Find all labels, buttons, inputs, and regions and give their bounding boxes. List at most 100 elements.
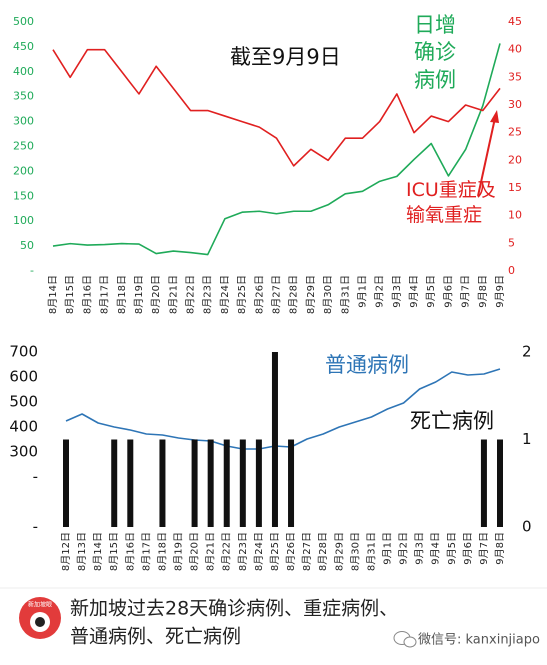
x-tick-label: 9月2日 bbox=[374, 275, 386, 308]
x-tick-label: 8月29日 bbox=[305, 275, 317, 314]
line bbox=[65, 368, 501, 450]
y-tick-label: 500 bbox=[13, 15, 34, 28]
y-tick-label: 150 bbox=[13, 189, 34, 202]
y2-tick-label: 0 bbox=[508, 264, 515, 277]
y-tick-label: 50 bbox=[20, 239, 34, 252]
x-tick-label: 8月15日 bbox=[64, 275, 76, 314]
y-tick-label: 300 bbox=[13, 115, 34, 128]
bar bbox=[480, 439, 487, 527]
legend-label: 死亡病例 bbox=[410, 409, 494, 433]
x-tick-label: 8月19日 bbox=[173, 532, 185, 571]
x-tick-label: 8月21日 bbox=[167, 275, 179, 314]
bar bbox=[288, 439, 295, 527]
y2-tick-label: 5 bbox=[508, 236, 515, 249]
y-tick-label: 250 bbox=[13, 140, 34, 153]
x-tick-label: 8月15日 bbox=[108, 532, 120, 571]
x-tick-label: 9月4日 bbox=[408, 275, 420, 308]
legend-label: ICU重症及输氧重症 bbox=[406, 179, 496, 226]
x-tick-label: 8月26日 bbox=[253, 275, 265, 314]
x-tick-label: 8月31日 bbox=[365, 532, 377, 571]
x-tick-label: 8月21日 bbox=[205, 532, 217, 571]
x-tick-label: 8月27日 bbox=[301, 532, 313, 571]
y-tick-label: 700 bbox=[9, 343, 38, 361]
y-tick-label: 350 bbox=[13, 90, 34, 103]
x-tick-label: 8月28日 bbox=[288, 275, 300, 314]
x-tick-label: 8月23日 bbox=[202, 275, 214, 314]
caption: 新加坡过去28天确诊病例、重症病例、 bbox=[70, 598, 398, 620]
bar bbox=[159, 439, 166, 527]
x-tick-label: 8月22日 bbox=[221, 532, 233, 571]
x-tick-label: 8月16日 bbox=[124, 532, 136, 571]
x-tick-label: 8月24日 bbox=[219, 275, 231, 314]
y-tick-label: 600 bbox=[9, 368, 38, 386]
y-tick-label: 450 bbox=[13, 40, 34, 53]
x-tick-label: 9月6日 bbox=[442, 275, 454, 308]
x-tick-label: 8月18日 bbox=[116, 275, 128, 314]
bar bbox=[111, 439, 118, 527]
y-tick-label: - bbox=[30, 264, 34, 277]
bar bbox=[223, 439, 230, 527]
bar bbox=[127, 439, 134, 527]
arrow bbox=[477, 117, 496, 197]
line bbox=[52, 48, 501, 167]
y2-tick-label: 35 bbox=[508, 70, 522, 83]
legend-label: 普通病例 bbox=[325, 353, 409, 377]
line bbox=[52, 43, 501, 256]
arrow-head bbox=[490, 110, 499, 123]
x-tick-label: 9月3日 bbox=[414, 532, 426, 565]
bar bbox=[239, 439, 246, 527]
x-tick-label: 9月1日 bbox=[381, 532, 393, 565]
x-tick-label: 8月20日 bbox=[189, 532, 201, 571]
y-tick-label: 400 bbox=[9, 418, 38, 436]
bar bbox=[497, 439, 503, 527]
x-tick-label: 8月16日 bbox=[81, 275, 93, 314]
bar bbox=[271, 352, 278, 527]
x-tick-label: 8月26日 bbox=[285, 532, 297, 571]
x-tick-label: 8月30日 bbox=[322, 275, 334, 314]
x-tick-label: 8月25日 bbox=[236, 275, 248, 314]
x-tick-label: 9月3日 bbox=[391, 275, 403, 308]
legend-label: 日增确诊病例 bbox=[414, 13, 456, 92]
x-tick-label: 9月2日 bbox=[398, 532, 410, 565]
x-tick-label: 8月24日 bbox=[253, 532, 265, 571]
y-tick-label: 300 bbox=[9, 443, 38, 461]
x-tick-label: 8月18日 bbox=[156, 532, 168, 571]
bar bbox=[191, 439, 198, 527]
x-tick-label: 9月1日 bbox=[356, 275, 368, 308]
y-tick-label: 200 bbox=[13, 164, 34, 177]
bar bbox=[255, 439, 262, 527]
y2-tick-label: 10 bbox=[508, 209, 522, 222]
y2-tick-label: 15 bbox=[508, 181, 522, 194]
y-tick-label: 500 bbox=[9, 393, 38, 411]
x-tick-label: 8月12日 bbox=[60, 532, 72, 571]
y2-tick-label: 20 bbox=[508, 153, 522, 166]
y2-tick-label: 2 bbox=[522, 343, 532, 361]
y2-tick-label: 40 bbox=[508, 43, 522, 56]
x-tick-label: 9月5日 bbox=[425, 275, 437, 308]
wechat-id: 微信号: kanxinjiapo bbox=[418, 633, 540, 648]
x-tick-label: 8月27日 bbox=[271, 275, 283, 314]
x-tick-label: 9月9日 bbox=[494, 275, 506, 308]
x-tick-label: 9月8日 bbox=[494, 532, 506, 565]
x-tick-label: 8月31日 bbox=[339, 275, 351, 314]
y2-tick-label: 0 bbox=[522, 518, 532, 536]
y2-tick-label: 30 bbox=[508, 98, 522, 111]
y-tick-label: - bbox=[33, 518, 38, 536]
x-tick-label: 8月17日 bbox=[140, 532, 152, 571]
y2-tick-label: 25 bbox=[508, 126, 522, 139]
caption: 普通病例、死亡病例 bbox=[70, 626, 241, 648]
y2-tick-label: 1 bbox=[522, 430, 532, 448]
y-tick-label: - bbox=[33, 468, 38, 486]
bar bbox=[207, 439, 214, 527]
x-tick-label: 8月14日 bbox=[92, 532, 104, 571]
x-tick-label: 8月30日 bbox=[349, 532, 361, 571]
wechat-icon bbox=[403, 636, 417, 648]
x-tick-label: 9月4日 bbox=[430, 532, 442, 565]
x-tick-label: 8月25日 bbox=[269, 532, 281, 571]
annotation: 截至9月9日 bbox=[230, 45, 341, 69]
x-tick-label: 8月22日 bbox=[185, 275, 197, 314]
x-tick-label: 8月13日 bbox=[76, 532, 88, 571]
y-tick-label: 400 bbox=[13, 65, 34, 78]
x-tick-label: 8月20日 bbox=[150, 275, 162, 314]
